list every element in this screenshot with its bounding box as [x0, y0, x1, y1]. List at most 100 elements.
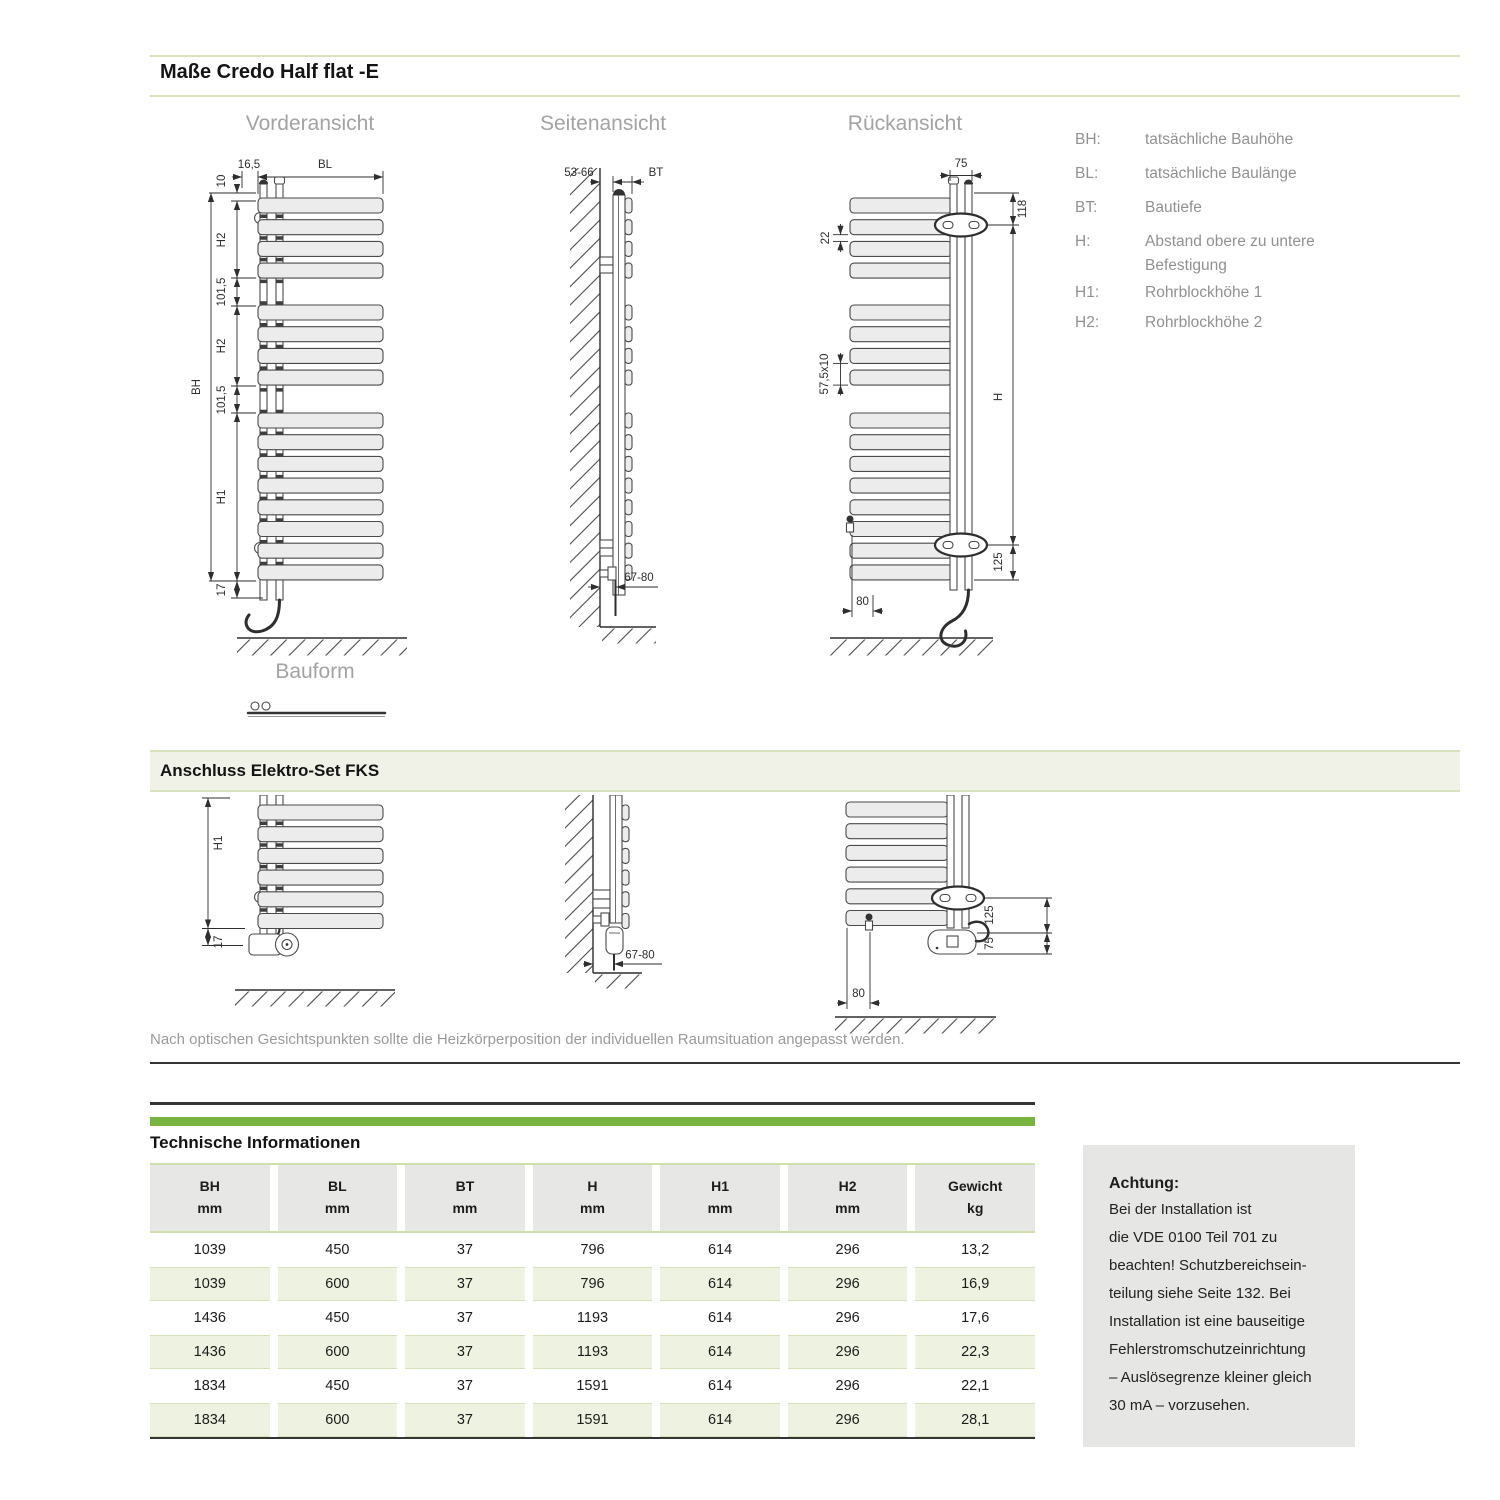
- table-row: 1436 450 37 1193 614 296 17,6: [193, 1309, 990, 1326]
- warning-line: 30 mA – vorzusehen.: [1109, 1397, 1250, 1414]
- legend-desc-h-line2: Befestigung: [1145, 257, 1227, 274]
- front-view-label: Vorderansicht: [245, 112, 375, 135]
- warning-line: Fehlerstromschutzeinrichtung: [1109, 1341, 1306, 1358]
- dim-side-cable: 67-80: [624, 572, 653, 584]
- column-header: BL mm: [277, 1164, 398, 1231]
- radiator-bars: [845, 801, 949, 927]
- warning-box: Achtung: Bei der Installation ist die VD…: [1083, 1145, 1355, 1447]
- table-green-bar: [150, 1116, 1035, 1126]
- legend-row-h1: H1: Rohrblockhöhe 1: [1075, 284, 1415, 302]
- warning-line: beachten! Schutzbereichsein-: [1109, 1257, 1307, 1274]
- legend-key-h: H:: [1075, 233, 1091, 250]
- bleed-valve-icon: [845, 515, 855, 533]
- wall-bracket: [599, 264, 614, 274]
- dim-side-wall: 53-66: [564, 167, 593, 179]
- wall-bracket: [599, 547, 614, 557]
- bleed-valve-icon: [864, 913, 874, 931]
- bauform-icon: [246, 701, 387, 717]
- legend-desc-h: Abstand obere zu untere: [1145, 233, 1315, 250]
- table-thin-line: [150, 1162, 1035, 1165]
- legend-row-h: H: Abstand obere zu untere: [1075, 233, 1415, 251]
- page-title: Maße Credo Half flat -E: [160, 61, 379, 83]
- dim-front-bottom: 17: [216, 584, 228, 597]
- legend-key-h1: H1:: [1075, 284, 1100, 301]
- dim-front-h2a: H2: [216, 233, 228, 248]
- bar-end-tabs: [621, 804, 630, 930]
- dim-front-offset: 16,5: [238, 159, 260, 171]
- wall-bracket: [599, 539, 614, 549]
- rear-view-label: Rückansicht: [847, 112, 963, 135]
- warning-title: Achtung:: [1109, 1175, 1180, 1192]
- radiator-bars: [849, 197, 953, 581]
- legend-desc-bt: Bautiefe: [1145, 199, 1202, 216]
- warning-line: – Auslösegrenze kleiner gleich: [1109, 1369, 1312, 1386]
- warning-line: Bei der Installation ist: [1109, 1201, 1252, 1218]
- floor-hatch: [237, 639, 407, 656]
- column-header: H1 mm: [660, 1164, 780, 1231]
- warning-line: die VDE 0100 Teil 701 zu: [1109, 1229, 1278, 1246]
- dim-front-length: BL: [318, 159, 333, 171]
- dim-front-h2b: H2: [216, 339, 228, 354]
- electric-heating-element: [605, 926, 624, 955]
- wall-bracket: [592, 889, 611, 900]
- dim-rear-top: 118: [1017, 200, 1029, 218]
- dim-front-gap1: 101,5: [216, 278, 228, 307]
- dim-rear-h: H: [993, 393, 1005, 401]
- collector-pipes: [946, 795, 955, 929]
- dim-fksside-cable: 67-80: [625, 950, 654, 962]
- electric-control-box: [927, 929, 977, 955]
- radiator-profile: [609, 795, 623, 924]
- legend-row-bh: BH: tatsächliche Bauhöhe: [1075, 131, 1415, 149]
- legend-row-bl: BL: tatsächliche Baulänge: [1075, 165, 1415, 183]
- floor-hatch: [830, 639, 993, 656]
- legend-key-bl: BL:: [1075, 165, 1099, 182]
- fks-section-header: Anschluss Elektro-Set FKS: [150, 750, 1460, 792]
- dim-front-ten: 10: [216, 175, 228, 188]
- wall-bracket: [592, 898, 611, 909]
- warning-line: teilung siehe Seite 132. Bei: [1109, 1285, 1291, 1302]
- legend-row-bt: BT: Bautiefe: [1075, 199, 1415, 217]
- legend-desc-h1: Rohrblockhöhe 1: [1145, 284, 1263, 301]
- table-row: 1039 600 37 796 614 296 16,9: [150, 1266, 1035, 1301]
- table-thin-line: [150, 1230, 1035, 1233]
- wall-bracket-oval: [930, 885, 986, 911]
- collector-pipes: [947, 176, 973, 591]
- wall-bracket: [599, 256, 614, 266]
- side-view-drawing: 53-66 BT 67-80: [564, 167, 663, 644]
- dim-rear-cable: 80: [856, 596, 869, 608]
- dim-front-bh: BH: [191, 379, 203, 395]
- table-row: 1834 450 37 1591 614 296 22,1: [193, 1377, 990, 1394]
- floor-hatch: [595, 974, 642, 989]
- dim-front-h1: H1: [216, 490, 228, 505]
- table-title: Technische Informationen: [150, 1132, 361, 1152]
- collector-pipes: [961, 795, 970, 929]
- legend-desc-bl: tatsächliche Baulänge: [1145, 165, 1297, 182]
- table-row: 1039 450 37 796 614 296 13,2: [193, 1241, 990, 1258]
- legend-row-h2: H2: Rohrblockhöhe 2: [1075, 314, 1415, 332]
- dim-rear-pitch: 57,5x10: [819, 354, 831, 395]
- legend-desc-bh: tatsächliche Bauhöhe: [1145, 131, 1294, 148]
- legend-key-bt: BT:: [1075, 199, 1098, 216]
- rear-view-drawing: 75 118 H 125 22 57,5x10 80: [819, 158, 1029, 656]
- column-header: BT mm: [405, 1164, 525, 1231]
- wall-hatch: [570, 168, 600, 627]
- legend-key-bh: BH:: [1075, 131, 1101, 148]
- bar-end-tabs: [624, 197, 633, 581]
- dim-fksfront-h1: H1: [213, 836, 225, 851]
- warning-line: Installation ist eine bauseitige: [1109, 1313, 1305, 1330]
- wall-hatch: [565, 795, 593, 973]
- technical-info-block: Technische Informationen BH mm BL mm BT mm …: [150, 1102, 1035, 1439]
- dim-fksrear-bracket: 125: [984, 905, 996, 924]
- table-rule-top: [150, 1102, 1035, 1105]
- dim-rear-pipes: 75: [955, 158, 968, 170]
- column-header: H2 mm: [787, 1164, 908, 1231]
- dim-rear-bracket: 125: [993, 552, 1005, 571]
- dim-rear-gap: 22: [820, 232, 832, 245]
- section-separator: [150, 1062, 1460, 1064]
- floor-hatch: [235, 991, 395, 1007]
- connection-elbow: [600, 912, 610, 927]
- floor-hatch: [602, 628, 656, 644]
- electric-heating-element: [248, 932, 300, 957]
